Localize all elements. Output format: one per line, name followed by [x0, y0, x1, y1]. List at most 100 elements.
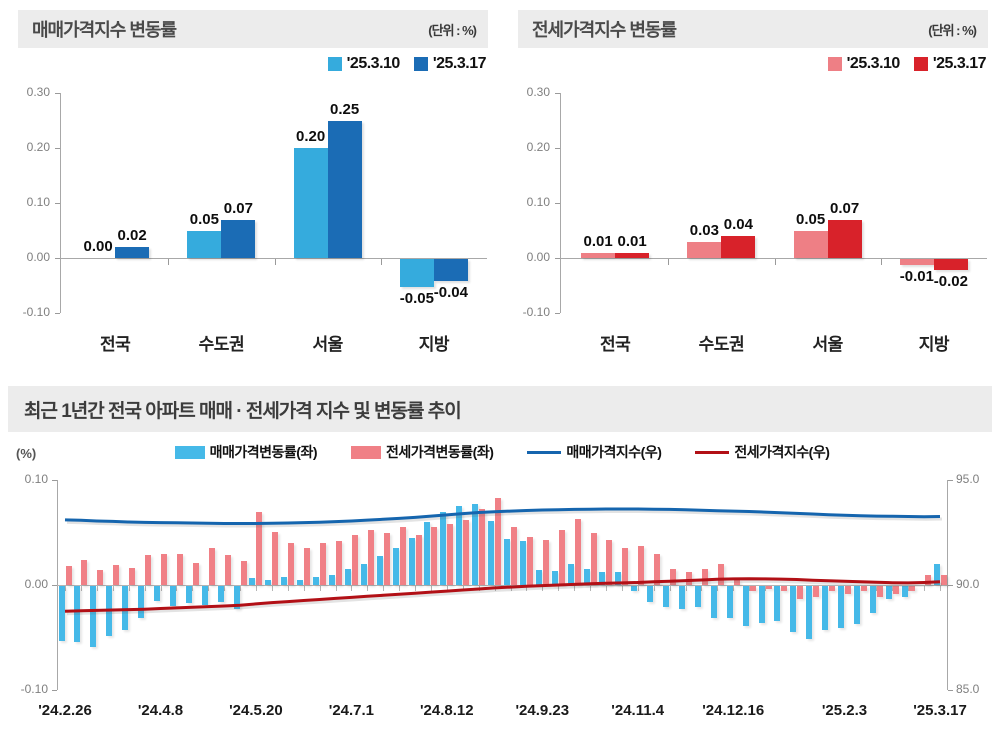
trend-jeonse-bar [701, 569, 708, 586]
trend-sale-bar [615, 572, 622, 585]
y-tick-label: 0.00 [526, 250, 550, 264]
x-tick-label: '24.4.8 [137, 702, 184, 719]
value-label: 0.00 [83, 238, 113, 255]
legend-item: 전세가격변동률(좌) [351, 442, 494, 462]
x-tick-mark [380, 259, 382, 265]
trend-jeonse-bar [495, 497, 501, 586]
week-tick-mark [383, 586, 385, 591]
left-y-tick-mark [52, 585, 57, 586]
jeonse-chart-legend: '25.3.10 '25.3.17 [814, 55, 987, 73]
trend-jeonse-bar [717, 564, 724, 585]
trend-jeonse-bar [415, 534, 422, 585]
trend-sale-bar [710, 586, 717, 618]
trend-jeonse-bar [431, 527, 438, 586]
sale-chart-unit-label: (단위 : %) [428, 22, 477, 38]
right-axis-line [947, 480, 948, 690]
category-label: 전국 [99, 335, 131, 354]
trend-jeonse-bar [876, 586, 883, 597]
bar [899, 259, 934, 265]
week-tick-mark [224, 586, 226, 591]
week-tick-mark [271, 586, 273, 591]
legend-swatch-icon [413, 57, 428, 71]
trend-sale-bar [376, 555, 383, 585]
jeonse-chart-header: 전세가격지수 변동률 (단위 : %) [518, 10, 988, 48]
trend-sale-bar [392, 548, 399, 586]
legend-swatch-icon [327, 57, 342, 71]
week-tick-mark [940, 586, 941, 591]
trend-jeonse-bar [240, 560, 247, 585]
week-tick-mark [335, 586, 337, 591]
trend-sale-bar [440, 511, 447, 585]
y-tick-mark [555, 93, 560, 94]
trend-sale-bar [169, 586, 176, 606]
y-tick-mark [55, 313, 60, 314]
y-tick-label: -0.10 [22, 305, 50, 319]
week-tick-mark [65, 586, 66, 591]
legend-item: 매매가격변동률(좌) [174, 442, 318, 462]
trend-jeonse-bar [447, 524, 454, 585]
legend-label: 전세가격지수(우) [734, 444, 830, 460]
legend-label: '25.3.10 [846, 55, 901, 72]
trend-jeonse-bar [892, 586, 899, 595]
legend-bar-swatch-icon [351, 445, 382, 459]
value-label: 0.04 [723, 216, 753, 233]
trend-jeonse-bar [208, 548, 215, 586]
week-tick-mark [542, 586, 544, 591]
trend-jeonse-bar [320, 543, 326, 585]
value-label: 0.05 [796, 210, 826, 228]
trend-sale-bar [281, 576, 288, 585]
trend-sale-bar [90, 586, 97, 647]
trend-jeonse-bar [670, 569, 676, 586]
trend-section-title: 최근 1년간 전국 아파트 매매 · 전세가격 지수 및 변동률 추이 [24, 400, 462, 422]
y-tick-label: 0.10 [526, 195, 550, 209]
trend-jeonse-bar [940, 574, 947, 585]
jeonse-chart-unit-label: (단위 : %) [928, 22, 977, 38]
trend-jeonse-bar [511, 527, 517, 586]
week-tick-mark [478, 586, 480, 591]
trend-sale-bar [647, 586, 654, 602]
y-tick-mark [55, 203, 60, 204]
trend-jeonse-bar [272, 531, 279, 585]
value-label: -0.01 [899, 267, 934, 285]
y-axis-line [560, 93, 561, 313]
week-tick-mark [319, 586, 321, 591]
trend-sale-bar [679, 586, 685, 610]
left-y-tick-mark [52, 690, 57, 691]
trend-sale-bar [201, 586, 208, 605]
trend-jeonse-bar [574, 518, 581, 586]
value-label: -0.05 [399, 289, 434, 307]
bar [581, 252, 616, 258]
trend-jeonse-bar [192, 563, 199, 586]
trend-section-header: 최근 1년간 전국 아파트 매매 · 전세가격 지수 및 변동률 추이 [8, 386, 992, 432]
y-tick-label: 0.10 [26, 195, 50, 209]
week-tick-mark [367, 586, 369, 591]
trend-sale-bar [869, 586, 876, 614]
legend-label: 매매가격변동률(좌) [209, 444, 318, 460]
bar [293, 148, 328, 258]
y-axis-line [60, 93, 61, 313]
legend-label: '25.3.17 [932, 55, 987, 72]
trend-sale-bar [217, 586, 224, 602]
x-tick-label: '24.2.26 [38, 702, 92, 719]
trend-jeonse-bar [813, 586, 820, 597]
legend-label: '25.3.10 [346, 55, 401, 72]
bar [793, 230, 828, 258]
left-y-tick-label: 0.10 [24, 472, 48, 486]
value-label: -0.02 [933, 273, 968, 290]
trend-jeonse-bar [176, 553, 183, 585]
bar [433, 259, 468, 281]
y-tick-mark [55, 93, 60, 94]
trend-jeonse-bar [463, 519, 470, 585]
category-label: 수도권 [698, 335, 745, 354]
x-tick-mark [168, 259, 170, 265]
week-tick-mark [733, 586, 735, 591]
trend-jeonse-bar [256, 511, 263, 585]
week-tick-mark [558, 586, 560, 591]
trend-sale-bar [249, 577, 256, 585]
y-tick-label: 0.20 [526, 140, 550, 154]
week-tick-mark [303, 586, 305, 591]
trend-jeonse-bar [606, 539, 613, 585]
trend-jeonse-bar [733, 579, 740, 586]
value-label: 0.07 [830, 199, 860, 217]
